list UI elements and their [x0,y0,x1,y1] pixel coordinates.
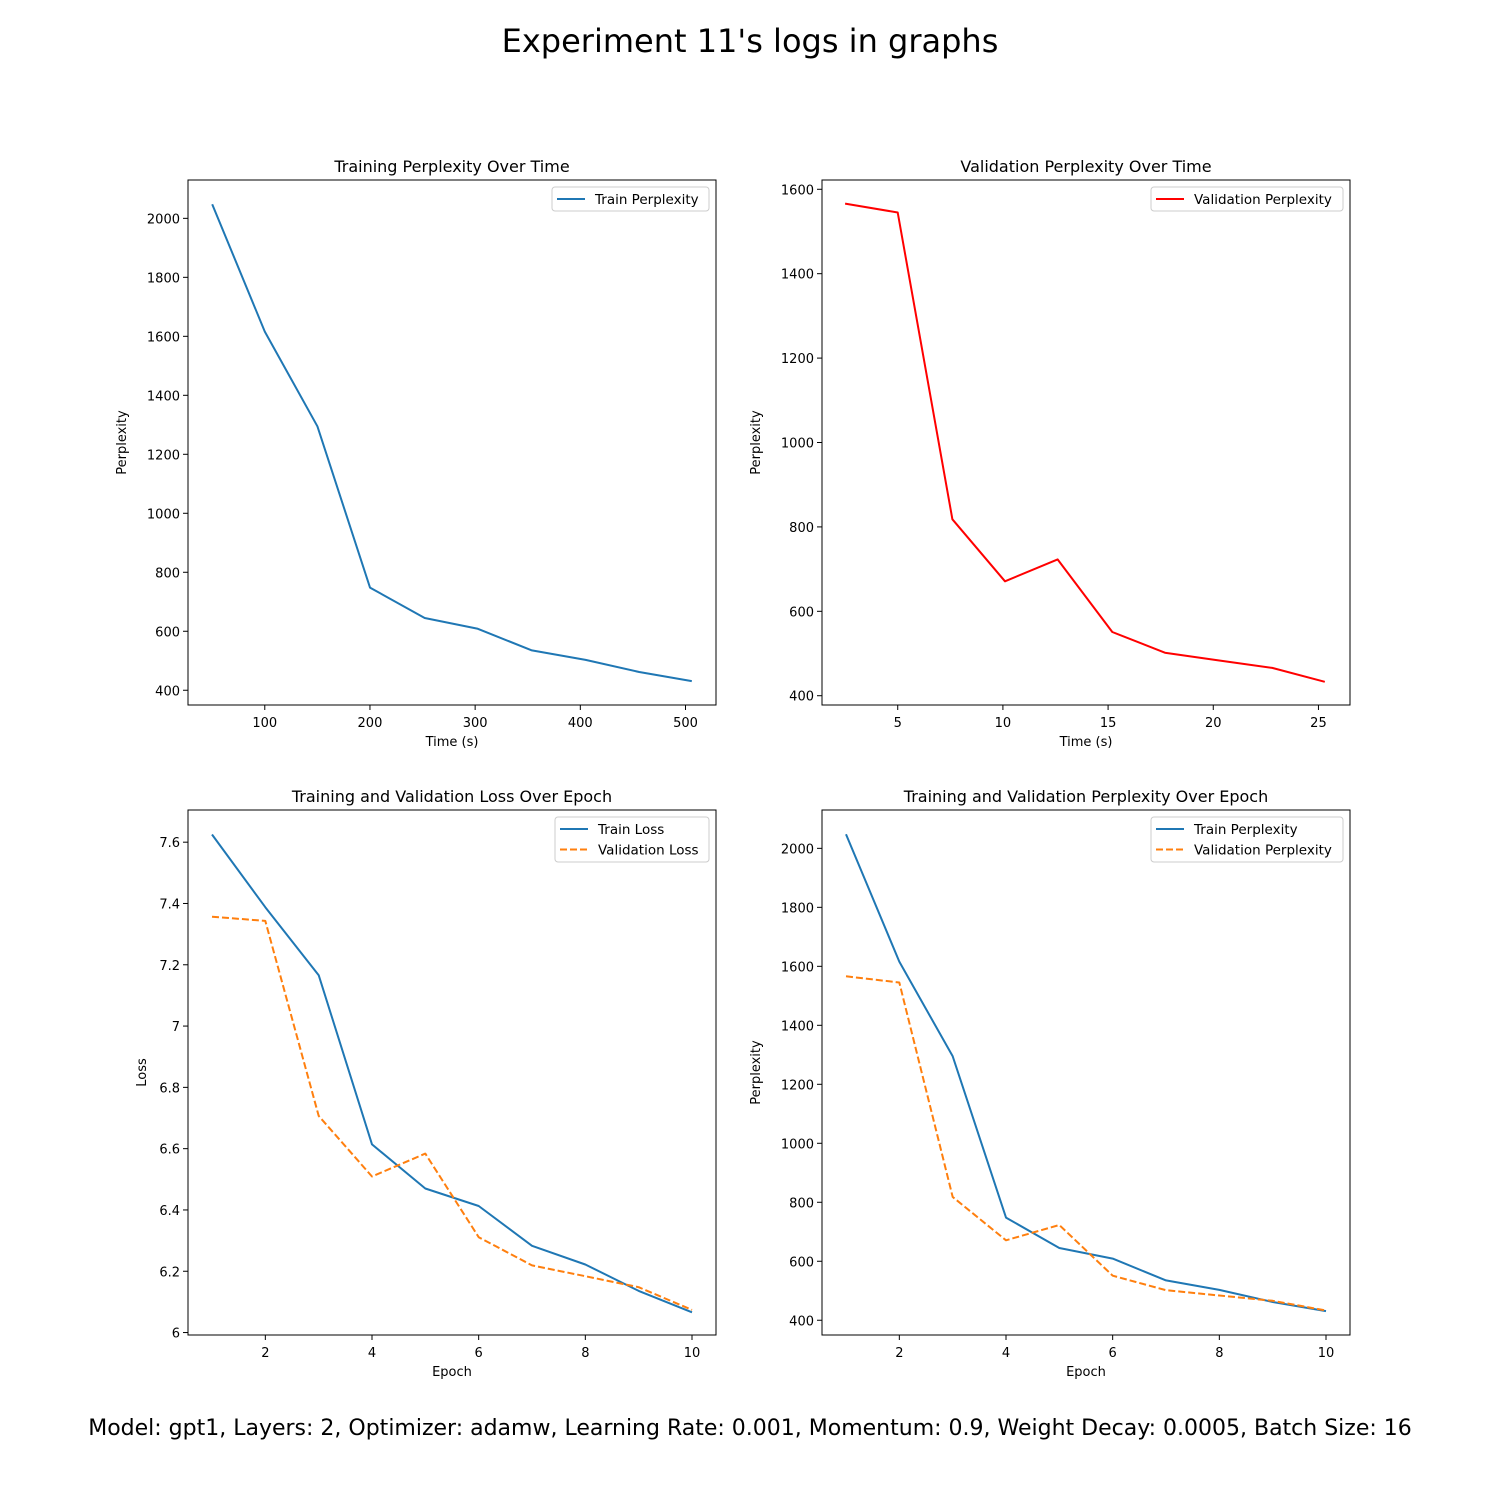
x-tick-label: 8 [581,1346,589,1361]
y-tick-label: 800 [155,566,180,581]
axes-frame [187,809,717,1336]
y-tick-label: 2000 [147,212,180,227]
x-tick-label: 20 [1205,716,1222,731]
series-line-2 [211,915,693,1311]
subplot-title: Training and Validation Perplexity Over … [903,787,1268,806]
y-tick-label: 2000 [781,842,814,857]
legend: Train Perplexity Validation Perplexity [1150,816,1344,863]
y-tick-label: 800 [789,1196,814,1211]
y-tick-label: 400 [789,1314,814,1329]
legend-label: Validation Perplexity [1194,843,1332,859]
hyperparameter-caption: Model: gpt1, Layers: 2, Optimizer: adamw… [88,1416,1412,1441]
subplot-title: Validation Perplexity Over Time [960,157,1211,176]
y-tick-label: 1400 [147,389,180,404]
subplot-4: 2 4 6 8 10 400 600 800 1000 1200 1400 1600 1800 2000 T… [749,787,1351,1380]
x-tick-label: 500 [673,716,698,731]
legend-box [554,816,710,863]
subplot-title: Training Perplexity Over Time [333,157,569,176]
x-tick-label: 6 [1109,1346,1117,1361]
x-tick-label: 4 [1002,1346,1010,1361]
legend-label: Train Perplexity [594,192,699,208]
legend-label: Validation Loss [598,843,699,859]
y-tick-label: 800 [789,521,814,536]
legend: Train Perplexity [551,186,710,212]
legend-label: Train Perplexity [1193,822,1298,838]
series-line-1 [211,203,692,683]
x-tick-label: 300 [463,716,488,731]
y-tick-label: 1200 [781,1078,814,1093]
legend-label: Validation Perplexity [1194,192,1332,208]
y-tick-label: 7.6 [159,836,180,851]
x-tick-label: 10 [1318,1346,1335,1361]
legend: Validation Perplexity [1150,186,1344,212]
legend-box [1150,186,1344,212]
x-tick-label: 8 [1215,1346,1223,1361]
y-tick-label: 7.4 [159,897,180,912]
series-line-2 [845,975,1327,1312]
y-axis-label: Loss [135,1058,150,1087]
x-tick-label: 10 [684,1346,701,1361]
y-tick-label: 1000 [781,1137,814,1152]
y-tick-label: 6.8 [159,1081,180,1096]
y-tick-label: 1800 [781,901,814,916]
y-tick-label: 1800 [147,271,180,286]
legend: Train Loss Validation Loss [554,816,710,863]
y-tick-label: 600 [789,1255,814,1270]
y-tick-label: 6.6 [159,1143,180,1158]
y-tick-label: 1600 [147,330,180,345]
y-axis-label: Perplexity [749,1040,764,1105]
y-tick-label: 6.2 [159,1265,180,1280]
x-tick-label: 2 [261,1346,269,1361]
y-tick-label: 6 [172,1327,180,1342]
y-axis-label: Perplexity [749,410,764,475]
x-tick-label: 5 [894,716,902,731]
legend-label: Train Loss [597,822,664,838]
x-tick-label: 2 [895,1346,903,1361]
x-tick-label: 400 [568,716,593,731]
y-tick-label: 400 [155,684,180,699]
y-tick-label: 1400 [781,268,814,283]
x-axis-label: Epoch [432,1365,472,1380]
y-tick-label: 7.2 [159,959,180,974]
y-tick-label: 600 [789,605,814,620]
x-axis-label: Time (s) [1059,735,1113,750]
series-line-1 [211,833,693,1314]
x-tick-label: 100 [252,716,277,731]
x-tick-label: 200 [358,716,383,731]
y-tick-label: 6.4 [159,1204,180,1219]
y-tick-label: 400 [789,690,814,705]
y-tick-label: 1200 [781,352,814,367]
y-tick-label: 7 [172,1020,180,1035]
y-tick-label: 1000 [147,507,180,522]
series-line-1 [844,202,1326,683]
subplot-3: 2 4 6 8 10 6 6.2 6.4 6.6 6.8 7 7.2 7.4 7.6 Training an… [135,787,717,1380]
subplot-1: 100 200 300 400 500 400 600 800 1000 1200 1400 1600… [115,157,717,750]
y-tick-label: 1600 [781,183,814,198]
x-axis-label: Time (s) [425,735,479,750]
x-axis-label: Epoch [1066,1365,1106,1380]
subplot-2: 5 10 15 20 25 400 600 800 1000 1200 1400 1600 Valida… [749,157,1351,750]
figure-title: Experiment 11's logs in graphs [501,22,999,60]
x-tick-label: 15 [1100,716,1117,731]
y-tick-label: 1400 [781,1019,814,1034]
subplot-title: Training and Validation Loss Over Epoch [291,787,612,806]
y-tick-label: 1600 [781,960,814,975]
axes-frame [821,179,1351,706]
x-tick-label: 6 [475,1346,483,1361]
series-line-1 [845,833,1327,1313]
y-tick-label: 600 [155,625,180,640]
y-axis-label: Perplexity [115,410,130,475]
legend-box [1150,816,1344,863]
legend-box [551,186,710,212]
axes-frame [187,179,717,706]
y-tick-label: 1000 [781,437,814,452]
axes-frame [821,809,1351,1336]
x-tick-label: 4 [368,1346,376,1361]
x-tick-label: 25 [1310,716,1327,731]
x-tick-label: 10 [995,716,1012,731]
y-tick-label: 1200 [147,448,180,463]
